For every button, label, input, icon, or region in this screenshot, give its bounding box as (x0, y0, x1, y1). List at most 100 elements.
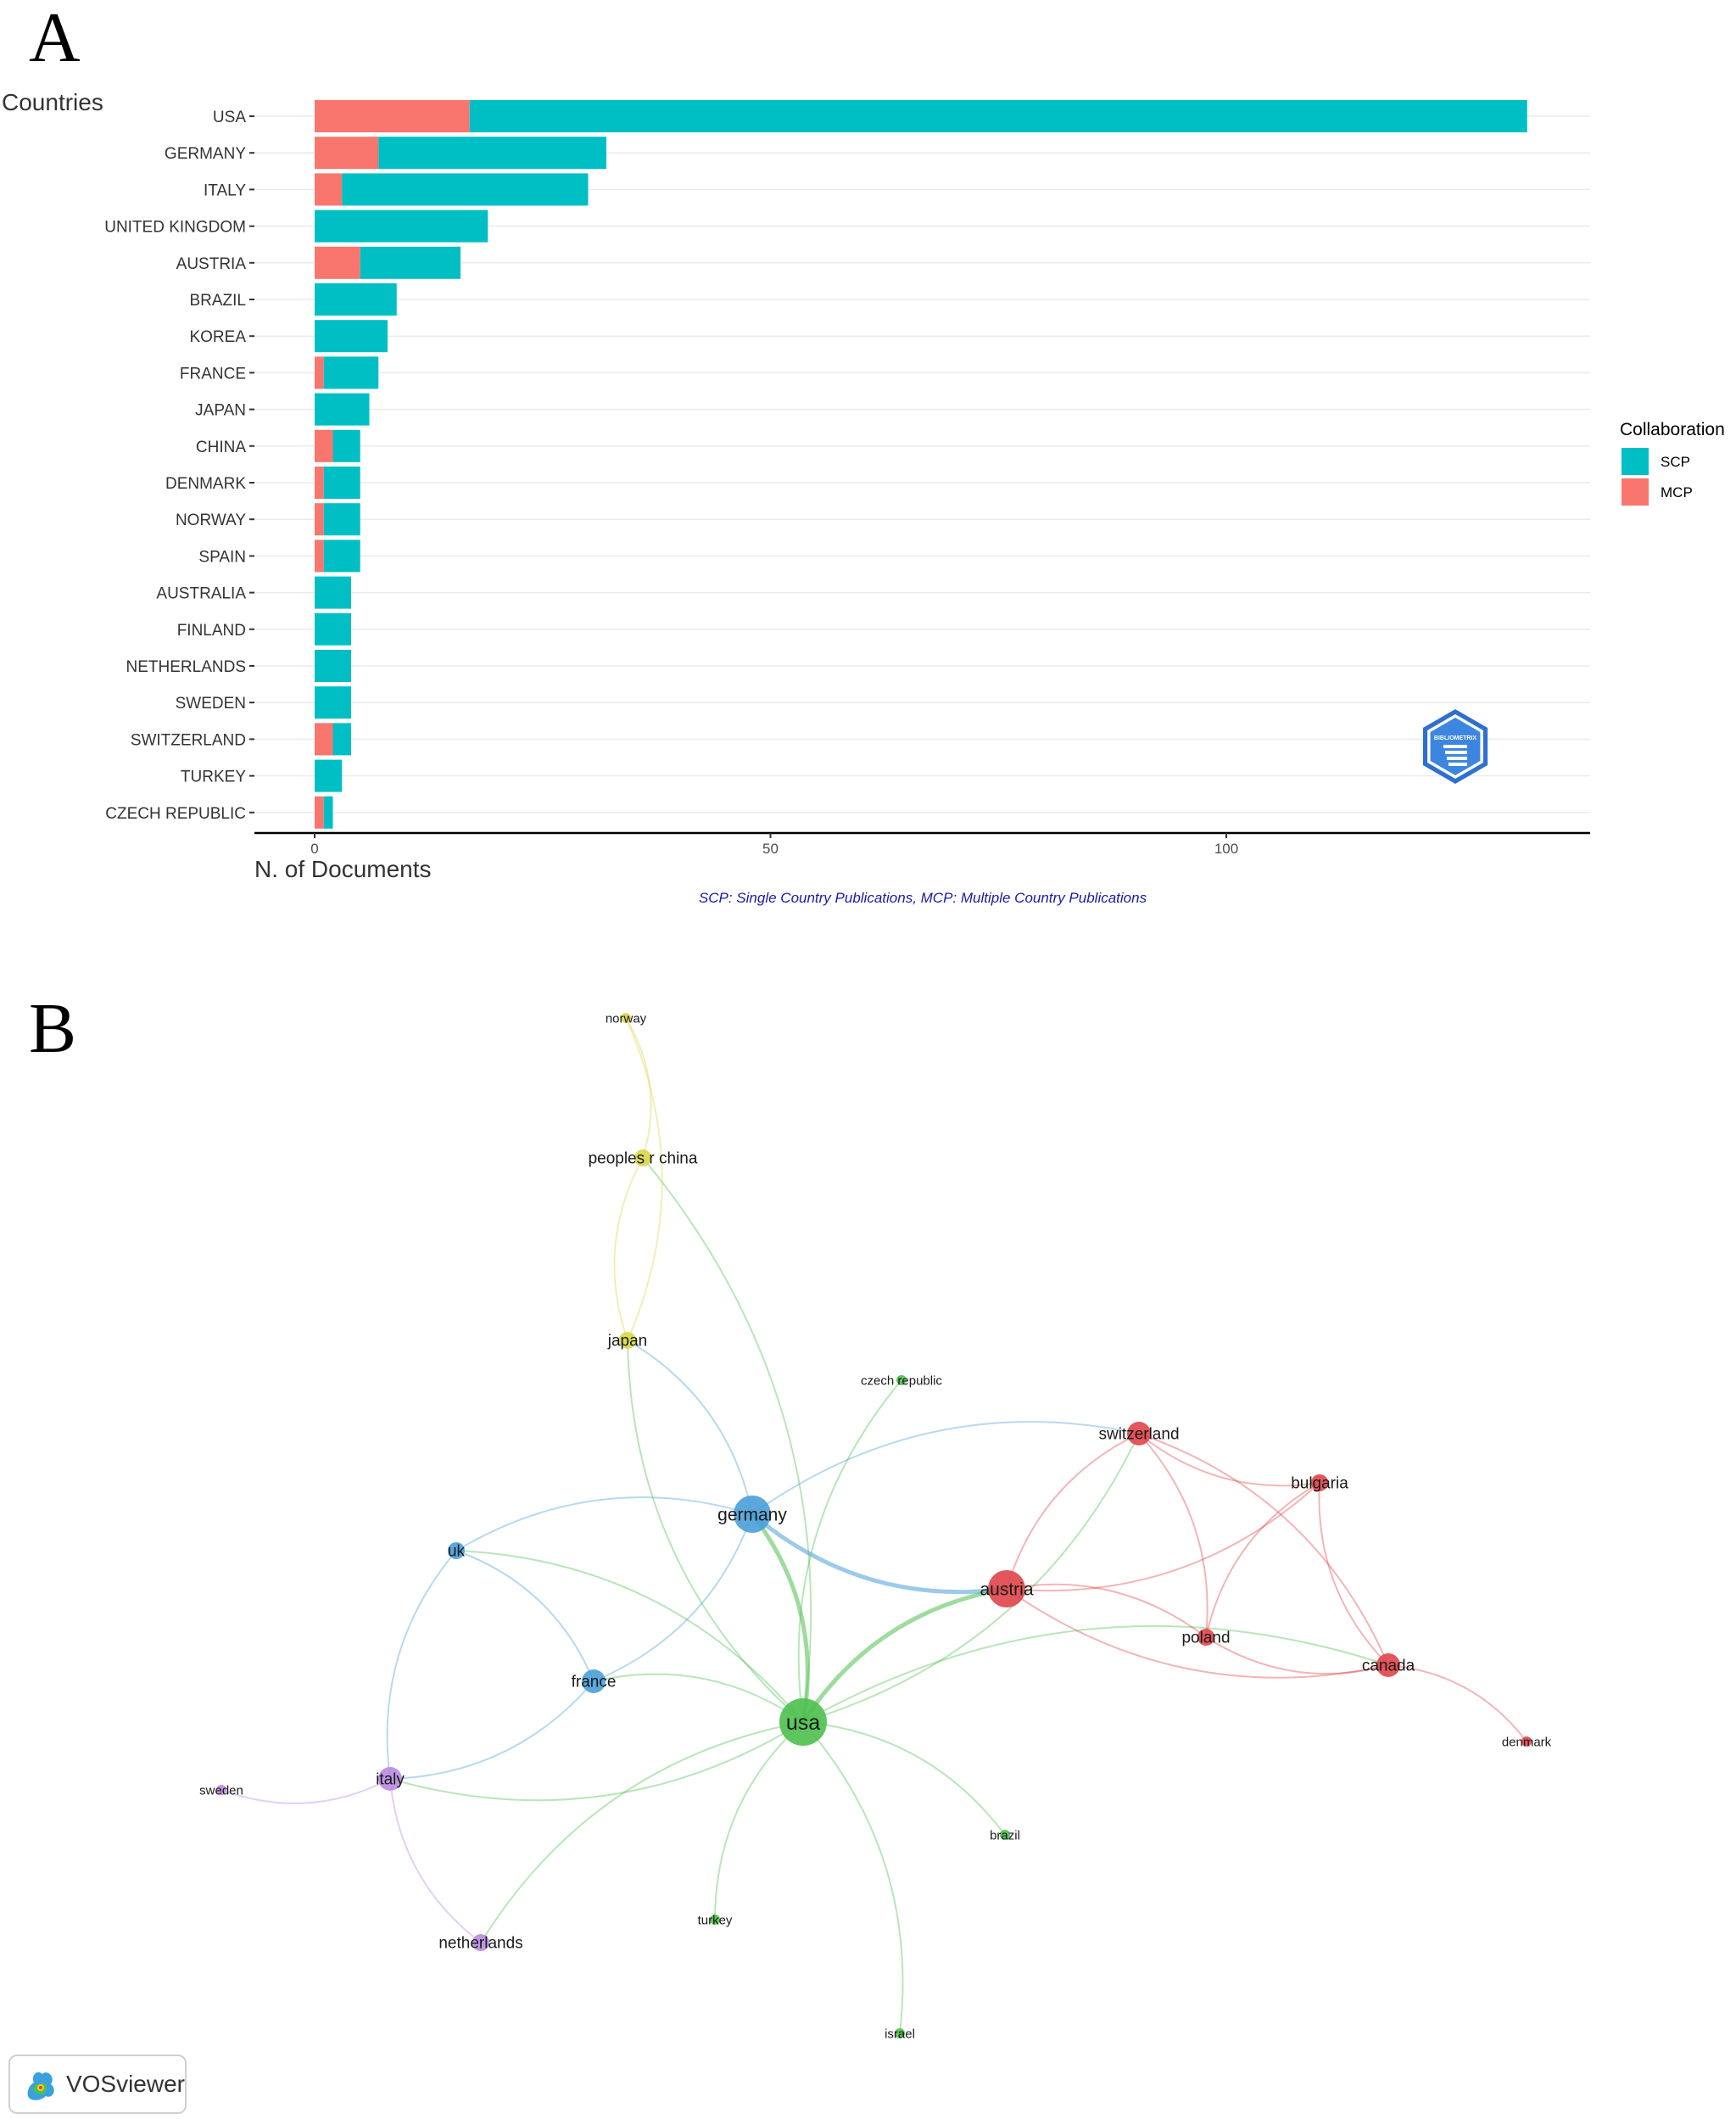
node-norway (621, 1013, 631, 1023)
node-label-switzerland: switzerland (1098, 1426, 1179, 1444)
link-austria-poland (1006, 1583, 1207, 1638)
node-label-norway: norway (606, 1011, 647, 1026)
link-usa-canada (802, 1624, 1389, 1723)
link-austria-canada (1006, 1588, 1389, 1679)
category-label: BRAZIL (189, 292, 246, 310)
link-italy-netherlands (389, 1778, 482, 1943)
link-usa-italy (389, 1721, 804, 1802)
category-label: AUSTRALIA (156, 585, 246, 603)
link-germany-france (593, 1513, 753, 1682)
category-label: ITALY (204, 182, 246, 199)
node-label-israel: israel (885, 2027, 915, 2041)
node-label-uk: uk (448, 1543, 466, 1561)
link-usa-brazil (802, 1721, 1006, 1836)
node-label-france: france (572, 1674, 617, 1691)
link-usa-netherlands (480, 1721, 804, 1943)
link-usa-uk (455, 1550, 804, 1723)
bar-scp-france (323, 356, 379, 389)
link-switzerland-bulgaria (1138, 1433, 1320, 1487)
y-axis-title: Countries (2, 89, 103, 115)
bar-chart-countries: A Countries USA GERMANY ITALY UNITED KINGDOM A… (2, 0, 1725, 906)
node-brazil (1000, 1830, 1010, 1840)
node-uk (448, 1542, 465, 1559)
bar-mcp-denmark (315, 467, 324, 499)
bar-mcp-czech-republic (315, 796, 324, 829)
link-germany-uk (455, 1496, 753, 1552)
x-tick-label: 100 (1214, 841, 1238, 857)
bar-scp-austria (360, 246, 461, 279)
category-label: USA (213, 109, 246, 126)
bar-scp-switzerland (332, 723, 351, 756)
logo-stripe (1449, 763, 1467, 766)
panel-letter-a: A (29, 0, 81, 77)
bar-mcp-usa (315, 100, 470, 132)
category-label: KOREA (189, 328, 246, 346)
bar-scp-brazil (315, 283, 397, 316)
link-usa-japan (627, 1339, 804, 1723)
category-label: TURKEY (181, 769, 246, 786)
link-canada-denmark (1387, 1664, 1527, 1742)
bar-scp-sweden (315, 686, 351, 719)
node-austria (988, 1570, 1025, 1607)
category-label: NETHERLANDS (126, 658, 246, 676)
bar-scp-denmark (323, 467, 360, 499)
logo-text: BIBLIOMETRIX (1434, 735, 1476, 741)
bibliometrix-logo-icon: BIBLIOMETRIX (1422, 709, 1488, 784)
logo-stripe (1445, 751, 1467, 754)
node-poland (1197, 1629, 1214, 1646)
node-label-canada: canada (1362, 1658, 1415, 1675)
link-usa-france (593, 1673, 804, 1723)
node-label-japan: japan (607, 1333, 648, 1350)
bar-scp-china (332, 429, 360, 462)
category-label: AUSTRIA (176, 255, 247, 273)
panel-letter-b: B (29, 989, 76, 1068)
node-italy (378, 1767, 402, 1791)
link-usa-israel (802, 1721, 904, 2034)
link-poland-canada (1205, 1636, 1389, 1675)
node-usa (779, 1698, 827, 1746)
node-label-sweden: sweden (199, 1783, 243, 1798)
bar-scp-japan (315, 393, 370, 426)
category-label: SWEDEN (176, 695, 246, 713)
bar-scp-spain (323, 540, 360, 573)
bar-mcp-austria (315, 246, 360, 279)
node-label-poland: poland (1181, 1630, 1230, 1647)
bar-scp-turkey (315, 759, 343, 792)
category-label: CHINA (196, 439, 246, 456)
bar-scp-germany (378, 137, 606, 170)
vosviewer-badge: VOSviewer (8, 2055, 187, 2114)
node-label-brazil: brazil (990, 1828, 1020, 1842)
node-switzerland (1127, 1422, 1151, 1445)
bar-scp-italy (342, 173, 589, 206)
link-japan-peoples-r-china (613, 1157, 644, 1341)
node-germany (734, 1496, 771, 1533)
bar-mcp-spain (315, 540, 324, 573)
category-label: NORWAY (176, 512, 246, 529)
link-france-uk (455, 1550, 594, 1682)
node-canada (1376, 1653, 1400, 1677)
bar-scp-czech-republic (323, 796, 333, 829)
node-sweden (216, 1785, 226, 1795)
node-netherlands (472, 1934, 489, 1951)
legend-swatch-scp (1622, 448, 1649, 475)
node-bulgaria (1311, 1474, 1328, 1491)
legend-label-mcp: MCP (1661, 484, 1693, 500)
category-label: SPAIN (198, 548, 246, 566)
category-label: FRANCE (180, 365, 246, 383)
node-label-italy: italy (376, 1771, 405, 1789)
link-switzerland-canada (1138, 1433, 1389, 1666)
link-france-italy (389, 1680, 594, 1780)
x-tick-label: 0 (310, 841, 318, 857)
node-denmark (1521, 1736, 1532, 1747)
bar-scp-netherlands (315, 650, 351, 682)
link-uk-italy (386, 1550, 457, 1780)
node-label-usa: usa (786, 1711, 820, 1735)
category-label: CZECH REPUBLIC (105, 805, 246, 823)
node-label-bulgaria: bulgaria (1291, 1475, 1348, 1493)
link-italy-sweden (220, 1778, 391, 1804)
node-peoples-r-china (634, 1149, 651, 1166)
bar-scp-australia (315, 576, 351, 609)
link-austria-switzerland (1006, 1433, 1140, 1590)
link-germany-japan (627, 1339, 753, 1515)
